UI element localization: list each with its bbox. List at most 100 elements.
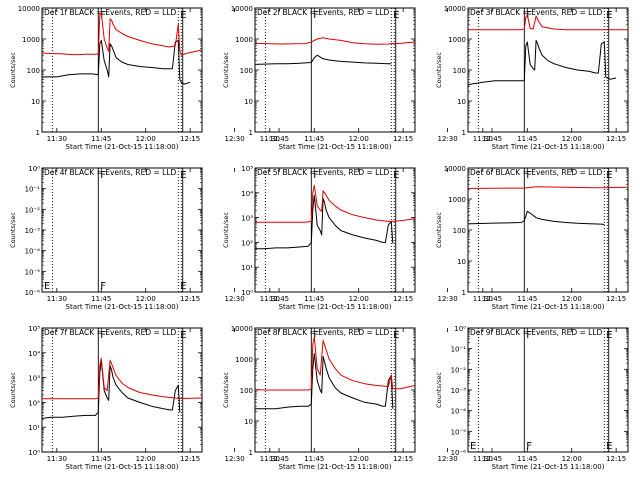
x-tick-label: 12:00 [136, 455, 156, 463]
vline-label-f-bottom: F [100, 281, 106, 292]
y-tick-label: 100 [240, 387, 253, 395]
vline-label-e-top: E [393, 330, 399, 341]
x-tick-label: 12:45 [482, 295, 502, 303]
x-tick-label: 12:45 [482, 455, 502, 463]
y-axis-label: Counts/sec [9, 372, 17, 408]
plot-frame [41, 327, 203, 453]
y-tick-label: 1000 [235, 36, 253, 44]
y-axis-label: Counts/sec [435, 372, 443, 408]
vline-label-f-top: F [313, 170, 319, 181]
series-events [42, 359, 181, 419]
y-tick-label: 10⁴ [28, 350, 40, 358]
x-tick-label: 11:45 [517, 295, 537, 303]
x-axis-label: Start Time (21-Oct-15 11:18:00) [66, 143, 179, 151]
panel-det-4f: Det 4f BLACK = Events, RED = LLD 10⁻⁶ 10⁻⁵… [9, 165, 289, 311]
y-tick-label: 1 [249, 449, 253, 457]
x-tick-label: 12:30 [437, 135, 457, 143]
y-tick-label: 10 [244, 418, 253, 426]
y-tick-label: 10⁵ [241, 165, 253, 173]
x-axis-label: Start Time (21-Oct-15 11:18:00) [66, 463, 179, 471]
x-tick-label: 12:45 [482, 135, 502, 143]
x-tick-label: 11:30 [473, 135, 493, 143]
vline-label-f-top: F [313, 10, 319, 21]
y-tick-label: 100 [240, 67, 253, 75]
x-tick-label: 12:45 [269, 455, 289, 463]
y-tick-label: 1 [249, 129, 253, 137]
panel-title: Det 5f BLACK = Events, RED = LLD [257, 168, 390, 177]
series-group [42, 12, 202, 85]
vline-label-e-top: E [180, 170, 186, 181]
x-tick-label: 12:15 [606, 135, 626, 143]
x-axis-label: Start Time (21-Oct-15 11:18:00) [279, 463, 392, 471]
x-tick-label: 11:45 [517, 455, 537, 463]
x-tick-label: 11:45 [517, 135, 537, 143]
y-tick-label: 10 [244, 98, 253, 106]
panel-title: Det 1f BLACK = Events, RED = LLD [44, 8, 177, 17]
x-tick-label: 11:30 [473, 455, 493, 463]
x-tick-label: 11:30 [260, 295, 280, 303]
x-tick-label: 11:45 [91, 135, 111, 143]
y-tick-label: 10³ [241, 215, 253, 223]
y-tick-label: 10 [457, 98, 466, 106]
x-tick-label: 12:00 [562, 135, 582, 143]
x-tick-label: 12:00 [562, 455, 582, 463]
vline-label-e-top: E [606, 170, 612, 181]
y-tick-label: 10⁻³ [451, 387, 467, 395]
panel-title: Det 2f BLACK = Events, RED = LLD [257, 8, 390, 17]
vline-label-f-top: F [313, 330, 319, 341]
y-tick-label: 10⁻⁵ [25, 268, 41, 276]
y-tick-label: 10⁰ [28, 165, 40, 173]
panel-det-2f: Det 2f BLACK = Events, RED = LLD 1 10 100 10… [222, 5, 502, 151]
y-tick-label: 10⁵ [28, 325, 40, 333]
series-group [255, 336, 415, 410]
y-tick-label: 1000 [22, 36, 40, 44]
x-tick-label: 11:30 [47, 135, 67, 143]
vline-label-e-top: E [180, 10, 186, 21]
vline-label-f-top: F [100, 330, 106, 341]
x-tick-label: 12:00 [349, 455, 369, 463]
x-tick-label: 12:30 [224, 295, 244, 303]
x-tick-label: 11:45 [91, 295, 111, 303]
y-tick-label: 10⁻² [451, 366, 467, 374]
y-tick-label: 10⁻¹ [25, 186, 41, 194]
vline-label-e-top: E [606, 330, 612, 341]
y-tick-label: 100 [453, 227, 466, 235]
vline-label-f-top: F [526, 170, 532, 181]
series-lld [255, 336, 415, 391]
y-tick-label: 100 [27, 67, 40, 75]
x-tick-label: 12:15 [606, 295, 626, 303]
x-tick-label: 11:30 [260, 455, 280, 463]
series-group [255, 37, 415, 65]
panel-det-9f: Det 9f BLACK = Events, RED = LLD 10⁻⁶ 10⁻⁵… [435, 325, 629, 471]
y-tick-label: 10⁴ [241, 190, 253, 198]
y-tick-label: 10 [457, 258, 466, 266]
series-group [468, 14, 628, 86]
x-axis-label: Start Time (21-Oct-15 11:18:00) [66, 303, 179, 311]
y-tick-label: 10000 [231, 325, 253, 333]
y-tick-label: 1000 [448, 36, 466, 44]
y-tick-label: 10² [28, 399, 40, 407]
panel-det-8f: Det 8f BLACK = Events, RED = LLD 1 10 100 10… [222, 325, 502, 471]
x-tick-label: 12:15 [393, 135, 413, 143]
y-tick-label: 10⁻⁴ [451, 408, 467, 416]
y-tick-label: 100 [453, 67, 466, 75]
x-tick-label: 11:30 [47, 455, 67, 463]
x-tick-label: 12:00 [349, 135, 369, 143]
x-tick-label: 12:15 [180, 135, 200, 143]
y-tick-label: 10⁻⁴ [25, 248, 41, 256]
y-tick-label: 10 [31, 98, 40, 106]
panel-title: Det 6f BLACK = Events, RED = LLD [470, 168, 603, 177]
y-axis-label: Counts/sec [435, 52, 443, 88]
panel-title: Det 8f BLACK = Events, RED = LLD [257, 328, 390, 337]
x-axis-label: Start Time (21-Oct-15 11:18:00) [492, 143, 605, 151]
panel-det-3f: Det 3f BLACK = Events, RED = LLD 1 10 100 10… [435, 5, 629, 151]
x-tick-label: 12:00 [349, 295, 369, 303]
vline-label-e-top: E [393, 10, 399, 21]
y-axis-label: Counts/sec [222, 52, 230, 88]
x-axis-label: Start Time (21-Oct-15 11:18:00) [492, 303, 605, 311]
y-tick-label: 1000 [235, 356, 253, 364]
panel-title: Det 4f BLACK = Events, RED = LLD [44, 168, 177, 177]
x-tick-label: 12:45 [269, 295, 289, 303]
y-tick-label: 10⁻⁶ [25, 289, 41, 297]
vline-label-f-top: F [526, 330, 532, 341]
